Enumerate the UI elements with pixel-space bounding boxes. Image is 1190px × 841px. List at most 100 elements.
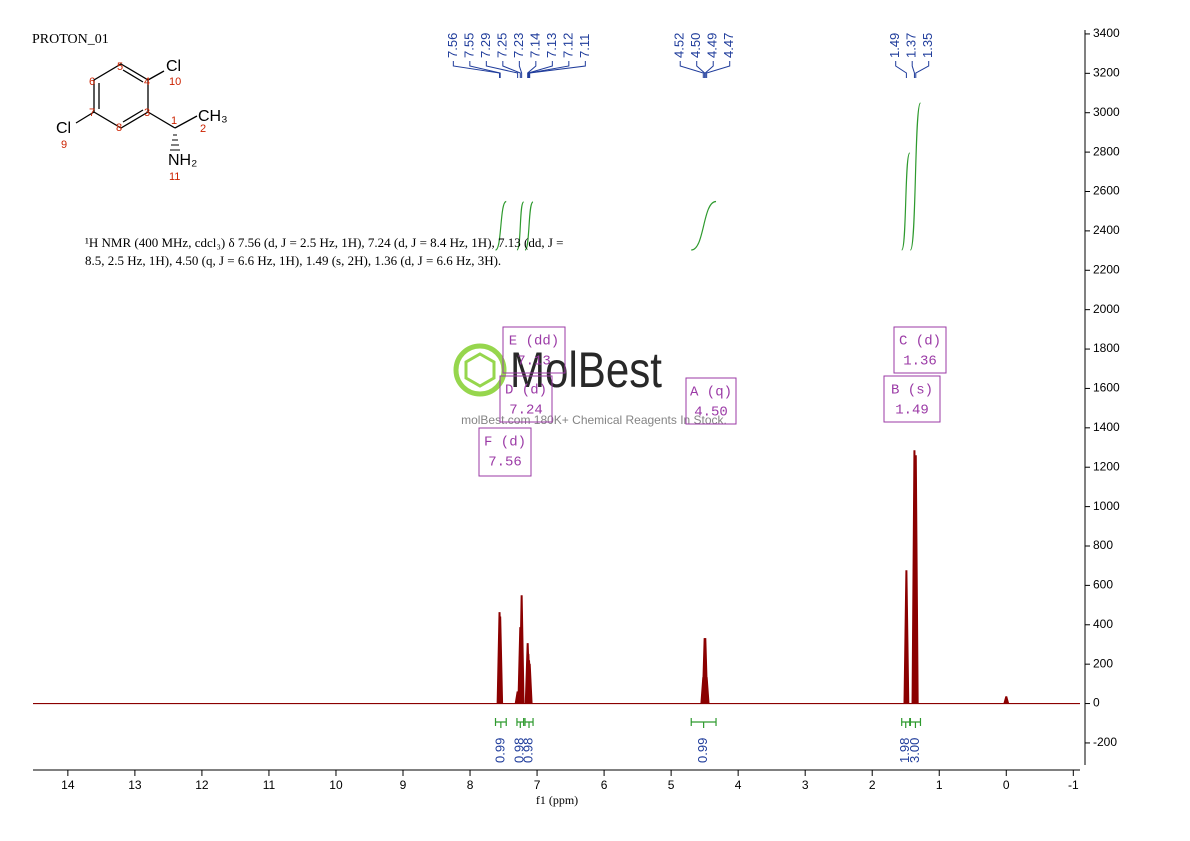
peak-connector [706, 61, 731, 78]
y-tick-label: 2800 [1093, 144, 1120, 158]
y-tick-label: 800 [1093, 538, 1113, 552]
peak-connector [679, 61, 704, 78]
multiplet-box [893, 326, 947, 374]
multiplet-shift: 1.36 [903, 354, 937, 370]
molecule [75, 63, 198, 151]
peak-label: 1.35 [920, 33, 935, 58]
multiplet-shift: 7.13 [517, 354, 551, 370]
atom-locant: 9 [61, 139, 67, 151]
y-tick-label: 3200 [1093, 65, 1120, 79]
integral-label: 3.00 [907, 738, 922, 763]
x-tick-label: 9 [400, 778, 407, 792]
atom-locant: 11 [169, 171, 180, 183]
integral-bracket [494, 718, 507, 728]
peak-label: 4.52 [672, 33, 687, 58]
atom-locants: 10 2 9 11 1 3 4 5 6 7 8 [61, 61, 206, 183]
x-tick-label: 7 [534, 778, 541, 792]
peak-connector [469, 61, 501, 78]
atom-locant: 10 [169, 76, 181, 88]
x-tick-label: 8 [467, 778, 474, 792]
y-tick-label: 3400 [1093, 26, 1120, 40]
multiplet-label: D (d) [505, 383, 547, 399]
multiplet-box [502, 326, 566, 374]
peak-label: 1.37 [904, 33, 919, 58]
x-tick-label: 5 [668, 778, 675, 792]
multiplet-box [499, 375, 553, 423]
integral-label: 0.98 [520, 738, 535, 763]
logo-ring [453, 343, 507, 397]
x-tick-label: 10 [329, 778, 343, 792]
peak-label: 7.29 [478, 33, 493, 58]
x-tick-label: 14 [61, 778, 75, 792]
atom-symbol: Cl [56, 120, 71, 137]
x-tick-label: 1 [936, 778, 943, 792]
integral-bracket [524, 718, 534, 728]
y-tick-label: 2200 [1093, 262, 1120, 276]
atom-symbol: NH₂ [168, 152, 197, 169]
multiplet-box [478, 427, 532, 477]
peak-label: 7.23 [511, 33, 526, 58]
peak [526, 663, 533, 704]
integral-curve [494, 200, 507, 251]
atom-locant: 8 [116, 122, 122, 134]
peak-label: 7.55 [461, 33, 476, 58]
peak-connector [485, 61, 519, 78]
peak-connector [911, 61, 915, 78]
double-bond [122, 69, 144, 83]
peak-connector [704, 61, 714, 78]
integral-bracket [901, 718, 911, 728]
peak-label: 4.47 [721, 33, 736, 58]
description-line: 8.5, 2.5 Hz, 1H), 4.50 (q, J = 6.6 Hz, 1… [85, 253, 502, 268]
watermark-tagline: molBest.com 180K+ Chemical Reagents In S… [461, 413, 727, 427]
multiplet-box [883, 375, 941, 423]
multiplet-label: C (d) [899, 334, 941, 350]
integral-bracket [690, 718, 717, 728]
peak-label: 7.13 [544, 33, 559, 58]
y-tick-label: 600 [1093, 578, 1113, 592]
multiplet-label: E (dd) [509, 334, 559, 350]
peak-label: 7.12 [560, 33, 575, 58]
x-tick-label: 11 [263, 778, 276, 792]
peak-connector [527, 61, 537, 78]
integral-curve [691, 200, 717, 251]
multiplet-shift: 7.24 [509, 403, 543, 419]
ring [93, 63, 149, 129]
y-tick-label: 2400 [1093, 223, 1120, 237]
bond [147, 111, 176, 129]
peak-connector [696, 61, 706, 78]
watermark-brand: MolBest [510, 342, 662, 398]
spectrum-title: PROTON_01 [32, 32, 109, 47]
y-tick-label: 1400 [1093, 420, 1120, 434]
peak-connector [452, 61, 501, 78]
multiplet-label: F (d) [484, 435, 526, 451]
peak-connector [529, 61, 586, 78]
atom-symbols: Cl CH₃ Cl NH₂ [56, 58, 228, 169]
peak [703, 677, 710, 704]
integral-label: 1.98 [897, 738, 912, 763]
integral-label: 0.99 [695, 738, 710, 763]
atom-locant: 6 [89, 76, 95, 88]
y-tick-label: 400 [1093, 617, 1113, 631]
y-tick-label: 2000 [1093, 302, 1120, 316]
double-bond [122, 109, 144, 123]
peak [1003, 696, 1010, 704]
peak-connector [528, 61, 570, 78]
description-line: ¹H NMR (400 MHz, cdcl₃) δ 7.56 (d, J = 2… [85, 235, 564, 250]
x-tick-label: 13 [128, 778, 142, 792]
peak-label: 1.49 [887, 33, 902, 58]
peak-connector [527, 61, 553, 78]
integral-label: 0.99 [492, 738, 507, 763]
atom-locant: 4 [144, 76, 150, 88]
integral-label: 0.98 [512, 738, 527, 763]
multiplet-shift: 1.49 [895, 403, 929, 419]
peak [497, 616, 504, 704]
atom-symbol: Cl [166, 58, 181, 75]
x-tick-label: 12 [195, 778, 209, 792]
integral-bracket [516, 718, 525, 728]
peak-label: 7.14 [527, 33, 542, 58]
y-tick-label: 1200 [1093, 459, 1120, 473]
atom-locant: 3 [144, 107, 150, 119]
y-tick-label: 0 [1093, 696, 1100, 710]
